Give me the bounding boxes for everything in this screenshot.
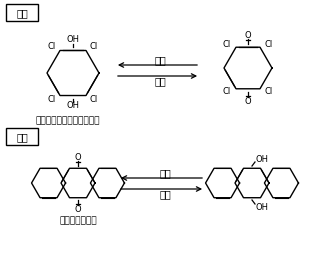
Text: O: O <box>245 31 251 40</box>
Text: O: O <box>75 153 81 162</box>
Text: O: O <box>75 205 81 213</box>
Text: 正極: 正極 <box>16 8 28 18</box>
Text: Cl: Cl <box>48 42 56 51</box>
Text: 充電: 充電 <box>154 76 166 86</box>
Text: O: O <box>245 97 251 105</box>
Text: Cl: Cl <box>223 40 231 49</box>
Text: 放電: 放電 <box>154 55 166 65</box>
Text: Cl: Cl <box>265 87 273 96</box>
Text: 放電: 放電 <box>159 168 171 178</box>
Text: Cl: Cl <box>48 95 56 104</box>
Text: アントラキノン: アントラキノン <box>59 217 97 226</box>
Text: OH: OH <box>67 102 79 111</box>
Text: 充電: 充電 <box>159 189 171 199</box>
Text: OH: OH <box>255 155 268 163</box>
FancyBboxPatch shape <box>6 128 38 145</box>
Text: OH: OH <box>255 203 268 212</box>
Text: Cl: Cl <box>90 42 98 51</box>
Text: Cl: Cl <box>90 95 98 104</box>
Text: Cl: Cl <box>223 87 231 96</box>
Text: Cl: Cl <box>265 40 273 49</box>
Text: OH: OH <box>67 35 79 45</box>
Text: 負極: 負極 <box>16 132 28 142</box>
Text: テトラクロロヒドロキノン: テトラクロロヒドロキノン <box>36 117 100 126</box>
FancyBboxPatch shape <box>6 4 38 21</box>
